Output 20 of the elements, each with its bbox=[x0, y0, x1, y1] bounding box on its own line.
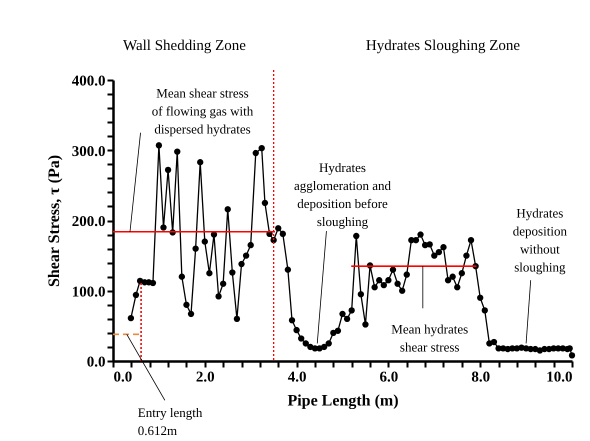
annotation: Entry length 0.612m bbox=[138, 404, 203, 438]
annotation: Hydrates deposition without sloughing bbox=[512, 205, 568, 274]
annotation: Mean hydrates shear stress bbox=[391, 321, 468, 354]
x-axis-title: Pipe Length (m) bbox=[287, 392, 399, 410]
text: Hydrates Sloughing Zone bbox=[366, 38, 520, 54]
y-axis-title: Shear Stress, τ (Pa) bbox=[46, 154, 63, 288]
x-tick-label: 10.0 bbox=[546, 370, 572, 386]
x-tick-label: 2.0 bbox=[196, 370, 215, 386]
x-tick-label: 0.0 bbox=[114, 370, 132, 386]
y-tick-label: 0.0 bbox=[86, 354, 106, 370]
x-tick-label: 8.0 bbox=[471, 370, 490, 386]
text: Wall Shedding Zone bbox=[123, 38, 246, 54]
annotation: Hydrates agglomeration and deposition before sloughing bbox=[294, 160, 392, 229]
y-tick-label: 100.0 bbox=[72, 284, 106, 300]
y-tick-label: 300.0 bbox=[72, 144, 106, 160]
y-tick-label: 400.0 bbox=[72, 74, 106, 90]
x-tick-label: 6.0 bbox=[380, 370, 398, 386]
y-tick-label: 200.0 bbox=[72, 214, 106, 230]
x-tick-label: 4.0 bbox=[288, 370, 306, 386]
annotation: Mean shear stress of flowing gas with dispersed hydrates bbox=[152, 85, 254, 136]
